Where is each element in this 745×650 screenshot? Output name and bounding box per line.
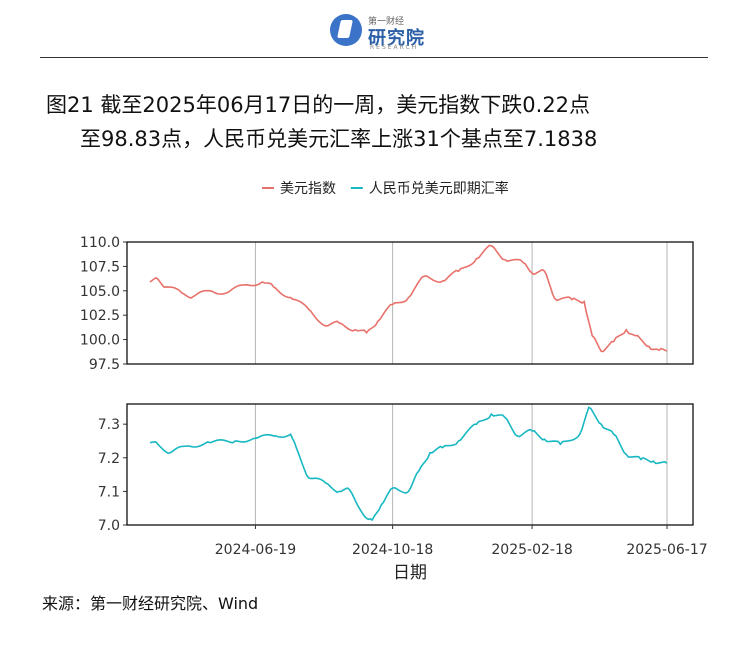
y-tick-label: 7.3 <box>98 417 120 433</box>
legend-label: 美元指数 <box>280 181 336 197</box>
x-tick-label: 2025-06-17 <box>626 542 707 558</box>
logo: 第一财经 研究院 RESEARCH <box>330 8 440 51</box>
y-tick-label: 107.5 <box>80 259 120 275</box>
header-divider <box>40 57 708 58</box>
figure-title: 图21 截至2025年06月17日的一周，美元指数下跌0.22点 至98.83点… <box>46 88 706 156</box>
panel-frame <box>126 241 694 365</box>
logo-main-text: 研究院 <box>368 28 425 49</box>
y-tick-label: 7.0 <box>98 518 120 534</box>
panel-frame <box>126 403 694 526</box>
series-line <box>149 244 668 353</box>
x-tick-label: 2024-06-19 <box>215 542 296 558</box>
logo-sub-text: RESEARCH <box>370 44 419 51</box>
y-tick-label: 110.0 <box>80 235 120 251</box>
x-tick-label: 2025-02-18 <box>491 542 572 558</box>
figure-title-line1: 图21 截至2025年06月17日的一周，美元指数下跌0.22点 <box>46 93 591 117</box>
y-tick-label: 7.2 <box>98 451 120 467</box>
figure-title-line2: 至98.83点，人民币兑美元汇率上涨31个基点至7.1838 <box>80 127 598 151</box>
x-axis-label: 日期 <box>393 563 427 583</box>
y-tick-label: 102.5 <box>80 308 120 324</box>
logo-small-text: 第一财经 <box>368 17 405 27</box>
x-tick-label: 2024-10-18 <box>352 542 433 558</box>
y-tick-label: 97.5 <box>89 357 120 373</box>
y-tick-label: 105.0 <box>80 284 120 300</box>
y-tick-label: 100.0 <box>80 333 120 349</box>
legend-label: 人民币兑美元即期汇率 <box>369 180 509 197</box>
source-note: 来源：第一财经研究院、Wind <box>42 594 259 613</box>
series-line <box>149 406 668 522</box>
y-tick-label: 7.1 <box>98 484 120 500</box>
logo-icon <box>330 14 362 46</box>
